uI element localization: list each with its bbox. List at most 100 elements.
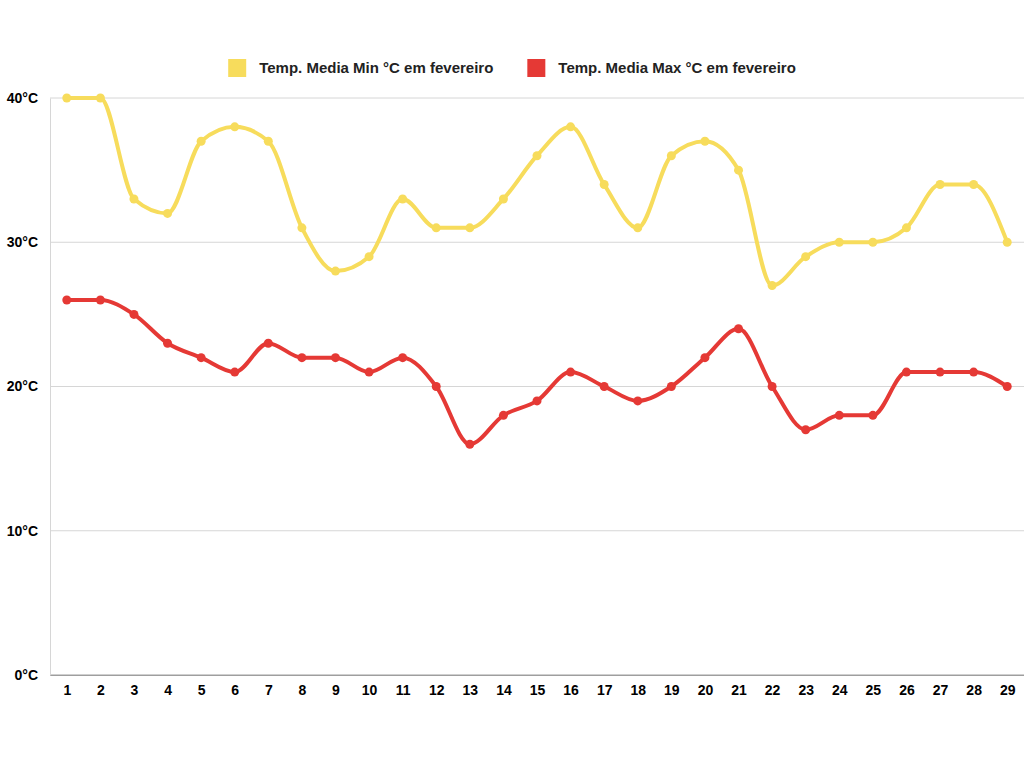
x-tick: 6: [231, 675, 239, 698]
series-point: [432, 382, 441, 391]
x-axis: 1234567891011121314151617181920212223242…: [51, 675, 1024, 698]
x-tick: 8: [298, 675, 306, 698]
x-tick-label: 19: [664, 682, 680, 698]
x-tick-label: 25: [866, 682, 882, 698]
grid-line: [50, 98, 1024, 99]
series-point: [835, 411, 844, 420]
x-tick-label: 27: [933, 682, 949, 698]
x-tick: 15: [530, 675, 546, 698]
series-point: [533, 396, 542, 405]
series-point: [835, 238, 844, 247]
series-point: [331, 267, 340, 276]
series-point: [264, 339, 273, 348]
x-tick-label: 10: [362, 682, 378, 698]
x-tick-label: 14: [496, 682, 512, 698]
x-tick: 18: [630, 675, 646, 698]
x-tick: 29: [1000, 675, 1016, 698]
x-tick-label: 28: [966, 682, 982, 698]
series-point: [465, 440, 474, 449]
series-point: [297, 353, 306, 362]
series-point: [96, 94, 105, 103]
x-tick-label: 5: [198, 682, 206, 698]
x-tick-label: 4: [164, 682, 172, 698]
series-point: [1003, 382, 1012, 391]
series-point: [768, 281, 777, 290]
series-point: [129, 310, 138, 319]
x-tick: 22: [765, 675, 781, 698]
series-point: [499, 194, 508, 203]
x-tick-label: 17: [597, 682, 613, 698]
grid-line: [50, 386, 1024, 387]
grid-line: [50, 675, 1024, 676]
x-tick: 16: [563, 675, 579, 698]
series-line: [67, 300, 1007, 444]
series-point: [163, 339, 172, 348]
y-tick-label: 10°C: [7, 523, 38, 539]
x-tick: 26: [899, 675, 915, 698]
legend-swatch: [527, 59, 545, 77]
x-tick-label: 3: [131, 682, 139, 698]
series-point: [96, 295, 105, 304]
x-tick: 25: [866, 675, 882, 698]
x-tick: 7: [265, 675, 273, 698]
grid: [50, 98, 1024, 675]
x-tick: 17: [597, 675, 613, 698]
series-point: [734, 324, 743, 333]
series-point: [230, 122, 239, 131]
series-point: [868, 238, 877, 247]
x-tick-label: 15: [530, 682, 546, 698]
x-tick: 5: [198, 675, 206, 698]
series-point: [465, 223, 474, 232]
y-tick: 40°C: [7, 90, 50, 106]
series-point: [936, 368, 945, 377]
x-tick-label: 24: [832, 682, 848, 698]
legend-item: Temp. Media Max °C em fevereiro: [527, 59, 795, 77]
x-tick-label: 6: [231, 682, 239, 698]
x-tick: 2: [97, 675, 105, 698]
series-point: [700, 353, 709, 362]
series-point: [801, 252, 810, 261]
x-tick-label: 20: [698, 682, 714, 698]
x-tick-label: 18: [630, 682, 646, 698]
series-point: [734, 166, 743, 175]
series-point: [230, 368, 239, 377]
series-line: [67, 98, 1007, 286]
series-point: [566, 368, 575, 377]
x-tick: 19: [664, 675, 680, 698]
legend-item: Temp. Media Min °C em fevereiro: [228, 59, 493, 77]
series-point: [801, 425, 810, 434]
x-tick: 9: [332, 675, 340, 698]
series-point: [600, 180, 609, 189]
x-tick-label: 12: [429, 682, 445, 698]
series-point: [768, 382, 777, 391]
series-point: [868, 411, 877, 420]
x-tick-label: 2: [97, 682, 105, 698]
series-point: [533, 151, 542, 160]
x-tick-label: 11: [396, 682, 411, 698]
y-axis-line: [50, 99, 51, 676]
x-tick-label: 29: [1000, 682, 1016, 698]
series-point: [297, 223, 306, 232]
series-point: [667, 382, 676, 391]
series-point: [264, 137, 273, 146]
x-tick: 3: [131, 675, 139, 698]
chart: 0°C10°C20°C30°C40°C123456789101112131415…: [0, 0, 1024, 768]
x-tick-label: 9: [332, 682, 340, 698]
legend-label: Temp. Media Min °C em fevereiro: [259, 59, 493, 76]
x-tick: 4: [164, 675, 172, 698]
y-tick-label: 30°C: [7, 234, 38, 250]
legend-label: Temp. Media Max °C em fevereiro: [558, 59, 795, 76]
x-tick-label: 21: [731, 682, 747, 698]
x-tick-label: 7: [265, 682, 273, 698]
x-axis-line: [51, 675, 1024, 676]
series-point: [499, 411, 508, 420]
series-point: [398, 353, 407, 362]
x-tick: 14: [496, 675, 512, 698]
y-tick: 20°C: [7, 378, 50, 394]
series-point: [902, 368, 911, 377]
series-point: [700, 137, 709, 146]
y-tick-label: 20°C: [7, 378, 38, 394]
legend: Temp. Media Min °C em fevereiro Temp. Med…: [228, 59, 796, 77]
x-tick: 20: [698, 675, 714, 698]
series-point: [432, 223, 441, 232]
